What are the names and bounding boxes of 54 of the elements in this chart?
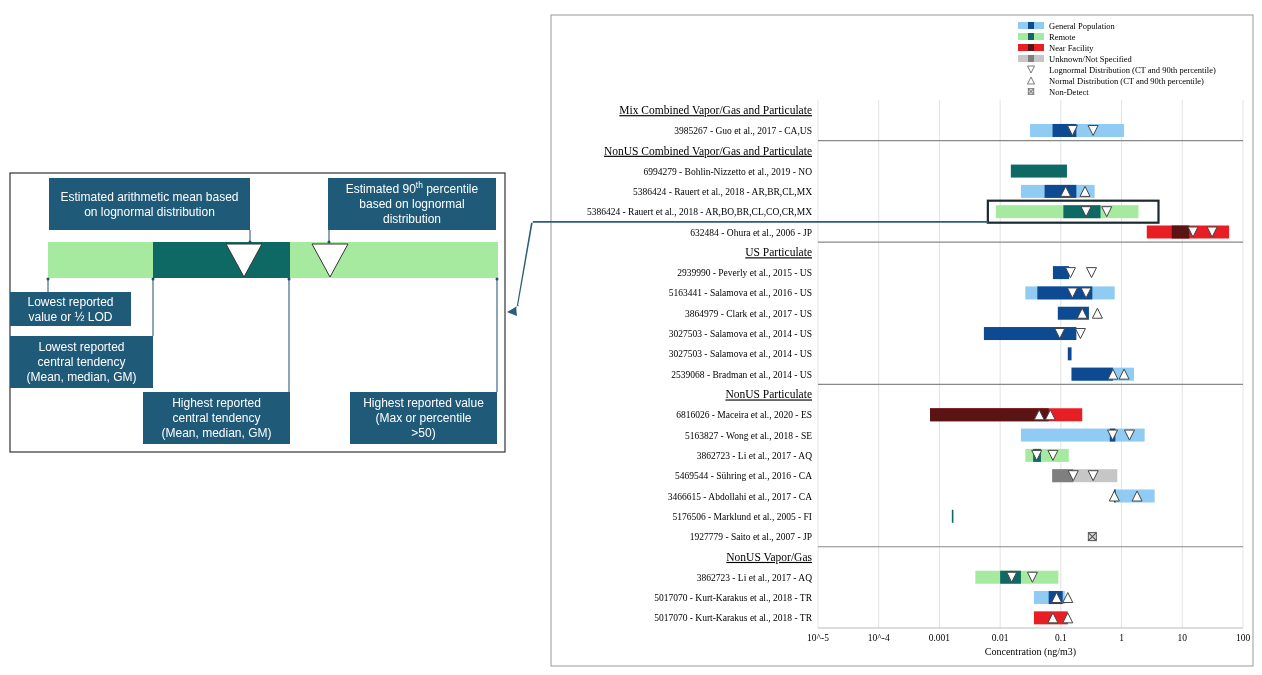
- x-axis-title: Concentration (ng/m3): [984, 646, 1077, 658]
- y-tick-label: 5176506 - Marklund et al., 2005 - FI: [672, 511, 812, 522]
- y-tick-label: 5386424 - Rauert et al., 2018 - AR,BR,CL,MX: [633, 186, 813, 197]
- bar: [1071, 367, 1113, 381]
- text: Estimated arithmetic mean based on lognormal distribution: [60, 189, 239, 219]
- y-tick-label: NonUS Vapor/Gas: [726, 550, 813, 564]
- text: Highest reported value (Max or percentile >50): [363, 396, 485, 440]
- bar: [983, 327, 1077, 341]
- x-tick-label: 0.001: [928, 633, 951, 643]
- y-tick-label: 3466615 - Abdollahi et al., 2017 - CA: [667, 491, 813, 502]
- y-tick-label: 5386424 - Rauert et al., 2018 - AR,BO,BR,CL,CO,CR,MX: [586, 207, 813, 218]
- y-tick-label: 3027503 - Salamova et al., 2014 - US: [668, 329, 812, 340]
- y-tick-label: 5163441 - Salamova et al., 2016 - US: [668, 288, 812, 299]
- legend-label: General Population: [1049, 21, 1116, 31]
- y-tick-label: 1927779 - Saito et al., 2007 - JP: [689, 532, 812, 543]
- y-tick-label: Mix Combined Vapor/Gas and Particulate: [619, 104, 812, 118]
- y-tick-label: US Particulate: [745, 246, 812, 259]
- y-tick-label: 2539068 - Bradman et al., 2014 - US: [671, 369, 812, 380]
- y-tick-label: 5163827 - Wong et al., 2018 - SE: [684, 430, 813, 441]
- y-tick-label: 5469544 - Sühring et al., 2016 - CA: [675, 471, 813, 482]
- x-tick-label: 100: [1235, 633, 1251, 643]
- y-tick-label: 5017070 - Kurt-Karakus et al., 2018 - TR: [654, 593, 813, 604]
- y-tick-label: 632484 - Ohura et al., 2006 - JP: [690, 227, 812, 238]
- x-tick-label: 0.1: [1054, 633, 1068, 643]
- y-tick-label: 3864979 - Clark et al., 2017 - US: [685, 308, 812, 319]
- text: Highest reported central tendency (Mean, median, GM): [161, 396, 272, 440]
- y-tick-label: 3985267 - Guo et al., 2017 - CA,US: [674, 125, 812, 136]
- x-tick-label: 10^-4: [867, 633, 890, 643]
- bar: [930, 408, 1049, 422]
- y-tick-label: 3862723 - Li et al., 2017 - AQ: [696, 572, 813, 583]
- text: Lowest reported value or ½ LOD: [27, 294, 114, 324]
- y-tick-label: 6816026 - Maceira et al., 2020 - ES: [676, 410, 812, 421]
- y-tick-label: NonUS Combined Vapor/Gas and Particulate: [603, 144, 812, 158]
- x-tick-label: 10: [1177, 633, 1188, 643]
- legend-label: Normal Distribution (CT and 90th percentile): [1049, 76, 1205, 86]
- y-tick-label: 2939990 - Peverly et al., 2015 - US: [677, 268, 812, 279]
- y-tick-label: NonUS Particulate: [725, 388, 812, 401]
- legend-label: Unknown/Not Specified: [1049, 54, 1133, 64]
- bar: [1067, 347, 1072, 361]
- y-tick-label: 6994279 - Bohlin-Nizzetto et al., 2019 - NO: [643, 166, 813, 177]
- x-tick-label: 0.01: [991, 633, 1009, 643]
- legend-label: Non-Detect: [1049, 87, 1090, 97]
- text: Estimated 90$^{th}$ percentile based on lognormal distribution: [345, 180, 479, 226]
- legend-label: Remote: [1049, 32, 1076, 42]
- y-tick-label: 3027503 - Salamova et al., 2014 - US: [668, 349, 812, 360]
- bar: [1010, 164, 1067, 178]
- legend-label: Lognormal Distribution (CT and 90th percentile): [1049, 65, 1216, 75]
- bar: [1171, 225, 1190, 239]
- x-tick-label: 1: [1119, 633, 1125, 643]
- y-tick-label: 5017070 - Kurt-Karakus et al., 2018 - TR: [654, 613, 813, 624]
- x-tick-label: 10^-5: [807, 633, 830, 643]
- legend-label: Near Facility: [1049, 43, 1095, 53]
- text: Lowest reported central tendency (Mean, median, GM): [26, 340, 137, 384]
- y-tick-label: 3862723 - Li et al., 2017 - AQ: [696, 450, 813, 461]
